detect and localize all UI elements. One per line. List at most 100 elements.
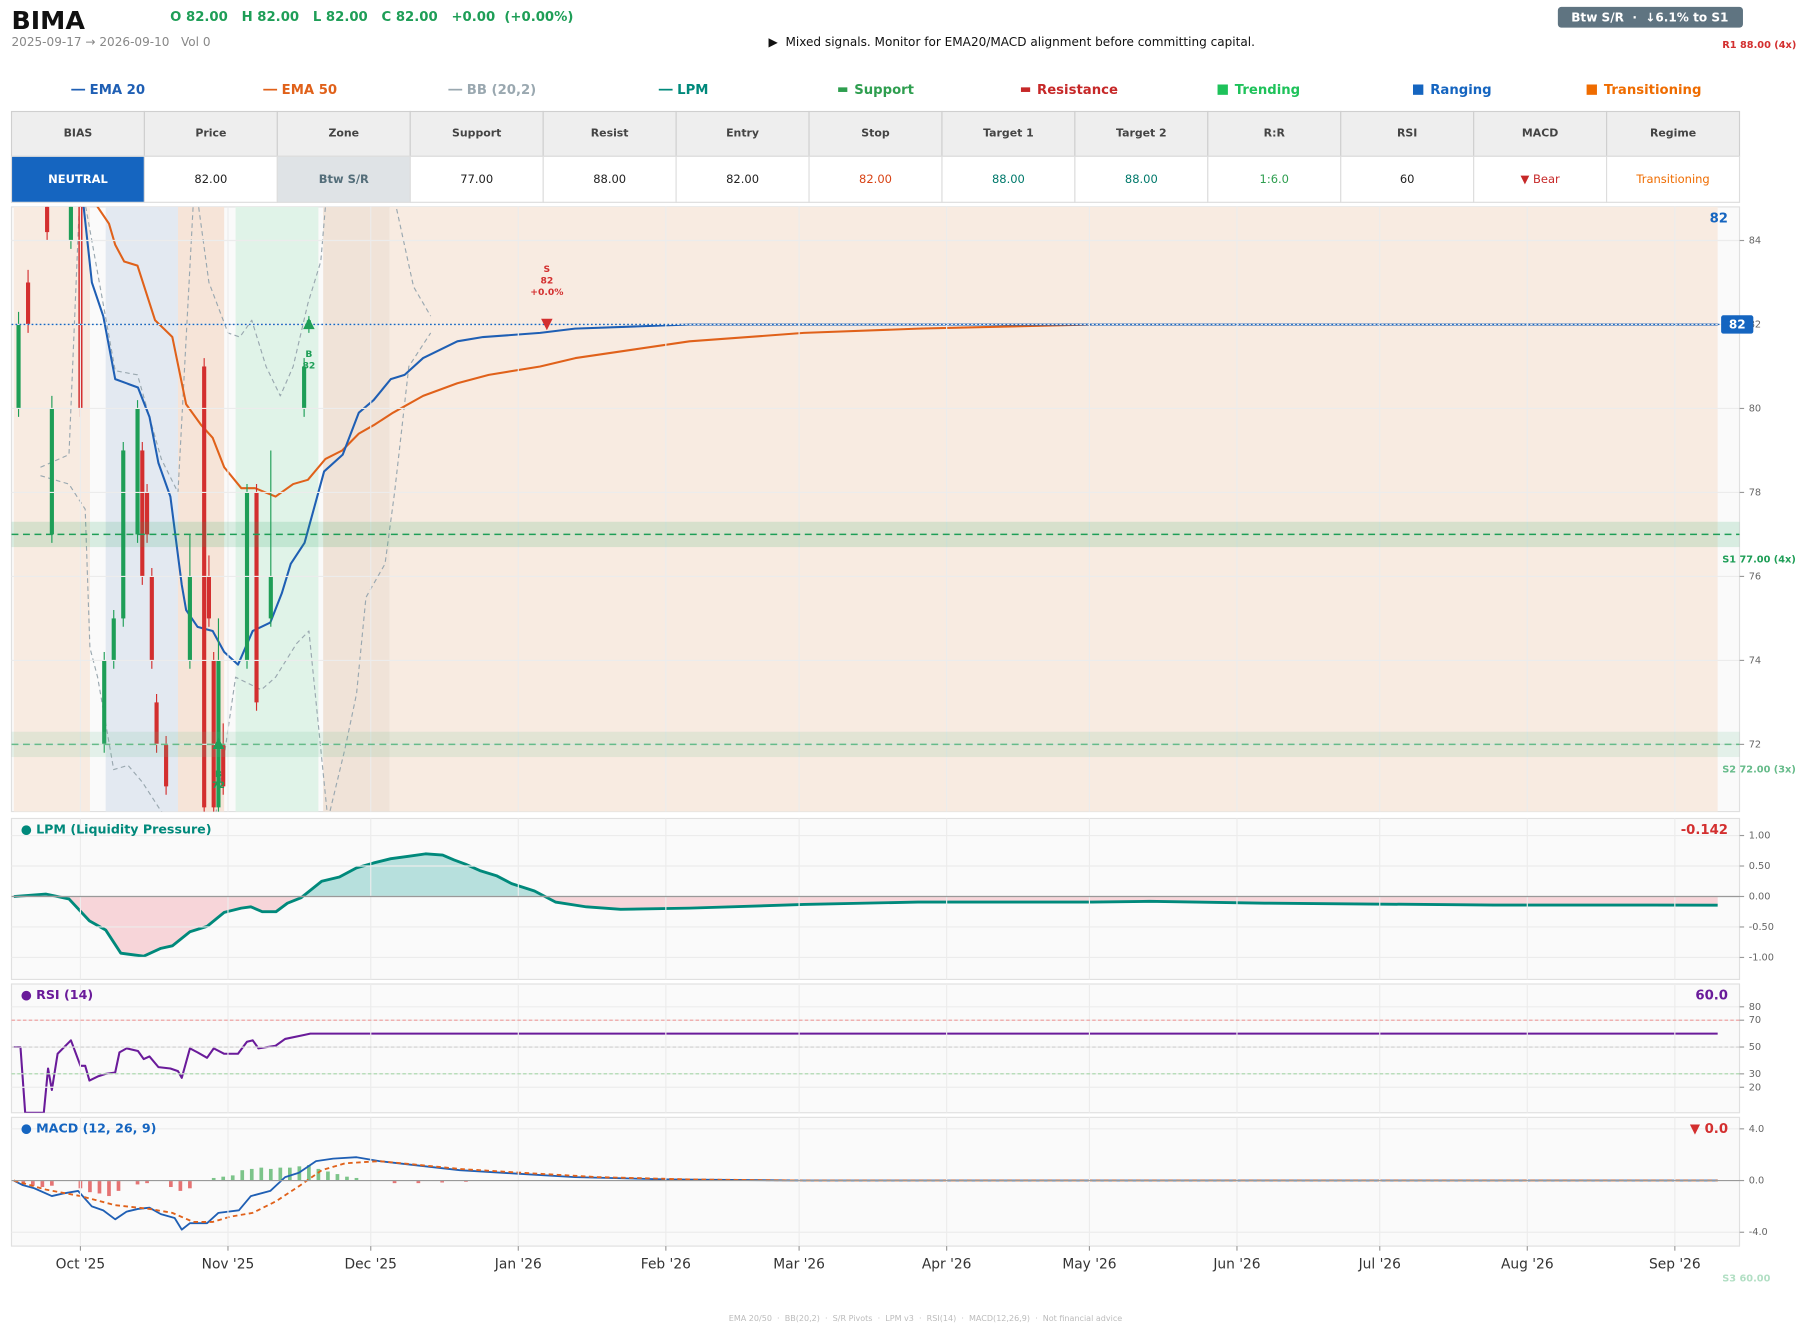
y-tick-label: 20 (1749, 1082, 1761, 1093)
y-tick-label: 78 (1749, 487, 1761, 498)
table-cell (1340, 155, 1475, 203)
x-tick-label: Sep '26 (1649, 1256, 1701, 1272)
histogram-bar (211, 1177, 216, 1181)
signal-label: +0.0% (530, 287, 563, 298)
histogram-bar (97, 1180, 102, 1194)
table-header: R:R (1264, 126, 1286, 139)
signal-message: ▶ Mixed signals. Monitor for EMA20/MACD … (769, 35, 1255, 49)
signal-label: 82 (540, 275, 553, 286)
table-cell (1473, 155, 1608, 203)
histogram-bar (40, 1180, 45, 1188)
legend-label: BB (20,2) (467, 83, 536, 98)
panel-background (10, 1116, 1741, 1247)
candle-body (102, 660, 107, 745)
candle-body (149, 576, 154, 661)
table-value: NEUTRAL (48, 172, 108, 186)
table-cell (542, 155, 677, 203)
table-header: MACD (1522, 126, 1558, 139)
y-tick-label: 74 (1749, 655, 1761, 666)
table-value: Transitioning (1635, 172, 1709, 186)
legend-label: Support (854, 83, 914, 98)
table-value: 82.00 (194, 172, 227, 186)
table-header-cell (276, 110, 411, 157)
y-tick-label: 1.00 (1749, 831, 1771, 842)
candle-body (111, 618, 116, 661)
level-label: R1 88.00 (4x) (1722, 40, 1796, 51)
y-tick-label: 50 (1749, 1042, 1761, 1053)
table-value: 88.00 (1125, 172, 1158, 186)
panel-last-value: 60.0 (1695, 988, 1728, 1003)
legend-label: Resistance (1037, 83, 1118, 98)
table-header-cell (808, 110, 943, 157)
y-tick-label: 72 (1749, 739, 1761, 750)
table-header-cell (1074, 110, 1209, 157)
zone-badge-text: Btw S/R · ↓6.1% to S1 (1571, 10, 1728, 24)
table-value: Btw S/R (319, 172, 369, 186)
histogram-bar (464, 1180, 468, 1182)
signal-marker (303, 317, 315, 330)
regime-band (323, 206, 390, 812)
candle-body (45, 206, 50, 233)
table-header: Regime (1650, 126, 1696, 139)
table-header-cell (941, 110, 1076, 157)
candle-body (144, 492, 150, 535)
table-header-cell (1473, 110, 1608, 157)
histogram-bar (440, 1180, 444, 1183)
histogram-bar (30, 1180, 35, 1186)
table-cell (808, 155, 943, 203)
series-line (13, 1032, 1718, 1113)
histogram-bar (416, 1180, 421, 1184)
table-cell (675, 155, 810, 203)
signal-marker (212, 737, 225, 749)
candle-body (164, 744, 169, 787)
zone-badge (1557, 6, 1743, 28)
histogram-bar (116, 1180, 121, 1191)
y-tick-label: -1.00 (1749, 952, 1774, 963)
signal-label: B (305, 349, 312, 360)
candle-body (16, 324, 21, 409)
ticker: BIMA (11, 6, 85, 35)
legend-label: EMA 50 (282, 83, 337, 98)
table-value: 88.00 (593, 172, 626, 186)
candle-body (135, 408, 140, 535)
table-cell (10, 155, 145, 203)
regime-band (389, 206, 1718, 812)
histogram-bar (392, 1180, 397, 1184)
panel (13, 206, 1718, 812)
table-value: 77.00 (460, 172, 493, 186)
panel-background (10, 983, 1741, 1114)
y-tick-label: -4.0 (1749, 1227, 1768, 1238)
table-cell (143, 155, 278, 203)
x-tick-label: Dec '25 (345, 1256, 397, 1272)
table-value: 82.00 (726, 172, 759, 186)
histogram-bar (88, 1180, 92, 1193)
x-tick-label: Jun '26 (1212, 1256, 1260, 1272)
signal-label: 72 (212, 780, 225, 791)
level-label: S2 72.00 (3x) (1722, 765, 1796, 776)
histogram-bar (326, 1171, 330, 1181)
table-header: Zone (329, 126, 360, 139)
table-header-cell (542, 110, 677, 157)
y-tick-label: 0.00 (1749, 891, 1771, 902)
table-value: 88.00 (992, 172, 1025, 186)
histogram-bar (249, 1168, 254, 1181)
table-header-cell (675, 110, 810, 157)
x-tick-label: Jul '26 (1358, 1256, 1401, 1272)
x-tick-label: May '26 (1062, 1256, 1116, 1272)
candle-body (121, 450, 126, 619)
table-cell (1074, 155, 1209, 203)
table-value: 82.00 (859, 172, 892, 186)
histogram-bar (221, 1176, 226, 1181)
table-header-cell (10, 110, 145, 157)
table-value: 1:6.0 (1260, 172, 1289, 186)
series-line (82, 206, 1718, 666)
table-header: Target 2 (1116, 126, 1167, 139)
candle-body (202, 366, 207, 808)
ohlc: O 82.00 H 82.00 L 82.00 C 82.00 +0.00 (+… (170, 10, 573, 25)
histogram-bar (50, 1180, 54, 1186)
candle-body (140, 450, 145, 577)
panel-title: ● MACD (12, 26, 9) (21, 1120, 157, 1135)
y-tick-label: 76 (1749, 571, 1761, 582)
regime-band (235, 206, 319, 812)
last-price-label: 82 (1729, 318, 1746, 332)
